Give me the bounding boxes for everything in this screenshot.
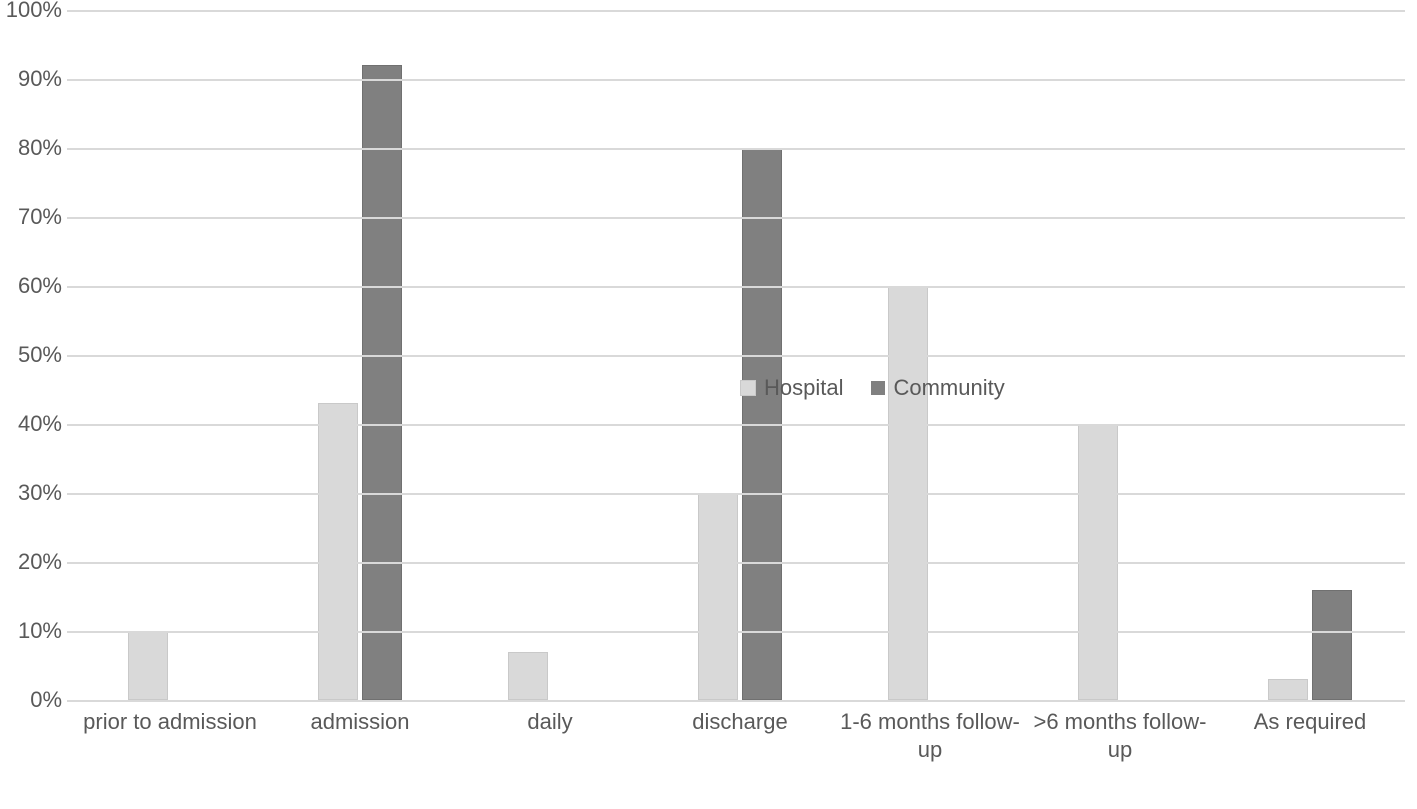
- y-tick-label: 10%: [18, 618, 62, 644]
- y-tick: [67, 355, 75, 357]
- y-tick: [67, 79, 75, 81]
- y-tick-label: 50%: [18, 342, 62, 368]
- y-tick-label: 40%: [18, 411, 62, 437]
- gridline: [75, 79, 1405, 81]
- y-tick-label: 20%: [18, 549, 62, 575]
- bar-hospital: [1268, 679, 1308, 700]
- legend-item-hospital: Hospital: [740, 375, 843, 401]
- y-tick: [67, 148, 75, 150]
- y-tick: [67, 286, 75, 288]
- legend-swatch-hospital: [740, 380, 756, 396]
- bar-chart: 0% 10% 20% 30% 40% 50% 60% 70% 80% 90% 100% prior …: [0, 0, 1417, 809]
- gridline: [75, 10, 1405, 12]
- bar-community: [362, 65, 402, 700]
- plot-area: [75, 10, 1405, 702]
- y-tick: [67, 562, 75, 564]
- bar-hospital: [318, 403, 358, 700]
- gridline: [75, 355, 1405, 357]
- y-axis: 0%10%20%30%40%50%60%70%80%90%100%: [0, 0, 70, 700]
- x-tick-label: >6 months follow-up: [1025, 704, 1215, 763]
- legend-label-hospital: Hospital: [764, 375, 843, 401]
- x-tick-label: discharge: [645, 704, 835, 763]
- legend-item-community: Community: [871, 375, 1004, 401]
- y-tick: [67, 631, 75, 633]
- y-tick: [67, 10, 75, 12]
- x-tick-label: daily: [455, 704, 645, 763]
- y-tick-label: 90%: [18, 66, 62, 92]
- legend-label-community: Community: [893, 375, 1004, 401]
- y-tick-label: 100%: [6, 0, 62, 23]
- y-tick: [67, 424, 75, 426]
- bar-hospital: [698, 493, 738, 700]
- legend-swatch-community: [871, 381, 885, 395]
- bar-community: [1312, 590, 1352, 700]
- gridline: [75, 148, 1405, 150]
- gridline: [75, 424, 1405, 426]
- gridline: [75, 631, 1405, 633]
- gridline: [75, 286, 1405, 288]
- gridline: [75, 493, 1405, 495]
- gridline: [75, 217, 1405, 219]
- x-tick-label: 1-6 months follow-up: [835, 704, 1025, 763]
- bar-hospital: [508, 652, 548, 700]
- y-tick: [67, 217, 75, 219]
- x-axis: prior to admissionadmissiondailydischarg…: [75, 704, 1405, 763]
- legend: Hospital Community: [740, 375, 1005, 401]
- y-tick-label: 70%: [18, 204, 62, 230]
- y-tick-label: 80%: [18, 135, 62, 161]
- y-tick: [67, 493, 75, 495]
- y-tick-label: 30%: [18, 480, 62, 506]
- y-tick-label: 60%: [18, 273, 62, 299]
- gridline: [75, 562, 1405, 564]
- y-tick-label: 0%: [30, 687, 62, 713]
- x-tick-label: prior to admission: [75, 704, 265, 763]
- bar-hospital: [128, 631, 168, 700]
- x-tick-label: As required: [1215, 704, 1405, 763]
- x-tick-label: admission: [265, 704, 455, 763]
- y-tick: [67, 700, 75, 702]
